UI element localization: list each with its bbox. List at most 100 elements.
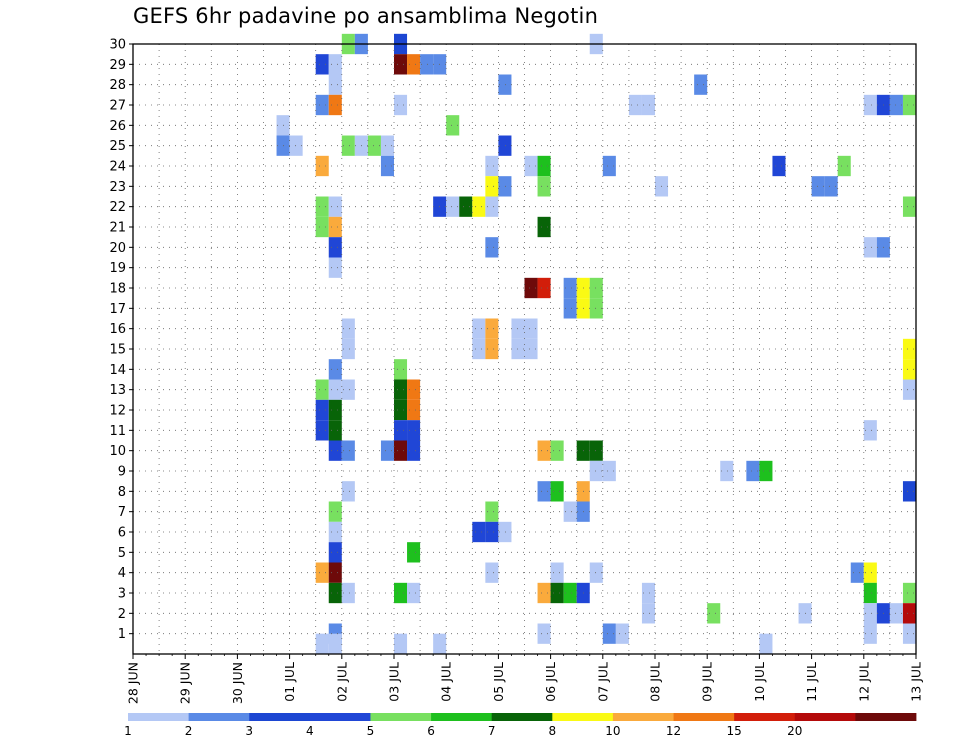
heatmap-cell xyxy=(550,562,564,583)
heatmap-cell xyxy=(563,298,577,319)
legend-level-label: 20 xyxy=(787,724,802,738)
heatmap-cell xyxy=(328,399,342,421)
legend-color-swatch xyxy=(188,713,250,721)
y-tick-label: 28 xyxy=(109,78,126,93)
legend-color-swatch xyxy=(309,713,371,721)
y-tick-label: 9 xyxy=(118,465,126,480)
heatmap-cell xyxy=(394,440,408,461)
heatmap-cell xyxy=(498,521,512,543)
y-tick-label: 6 xyxy=(118,526,126,541)
y-tick-label: 27 xyxy=(109,99,126,114)
x-tick-label: 04 JUL xyxy=(439,662,454,702)
heatmap-cell xyxy=(367,135,381,156)
heatmap-cell xyxy=(328,54,342,75)
heatmap-cell xyxy=(315,420,329,441)
chart-title: GEFS 6hr padavine po ansamblima Negotin xyxy=(133,4,599,28)
y-tick-label: 1 xyxy=(118,627,126,642)
heatmap-cell xyxy=(341,135,355,156)
y-tick-label: 10 xyxy=(109,444,126,459)
x-tick-label: 06 JUL xyxy=(543,662,558,702)
heatmap-cell xyxy=(485,155,499,177)
heatmap-cell xyxy=(589,460,603,482)
heatmap-cell xyxy=(902,603,916,624)
heatmap-cell xyxy=(394,420,408,441)
legend-level-label: 15 xyxy=(727,724,742,738)
heatmap-cell xyxy=(889,94,903,116)
heatmap-cell xyxy=(537,582,551,604)
x-tick-label: 01 JUL xyxy=(282,662,297,702)
color-legend: 1 2 3 4 5 6 7 8 10 12 15 20 xyxy=(124,713,917,738)
heatmap-cell xyxy=(902,359,916,380)
heatmap-cell xyxy=(537,440,551,461)
heatmap-cell xyxy=(589,440,603,461)
heatmap-cell xyxy=(315,94,329,116)
heatmap-cell xyxy=(524,277,538,299)
heatmap-cell xyxy=(328,196,342,217)
legend-level-label: 6 xyxy=(427,724,435,738)
heatmap-cell xyxy=(420,54,434,75)
y-tick-label: 30 xyxy=(109,38,126,53)
heatmap-cell xyxy=(563,582,577,604)
heatmap-cell xyxy=(328,379,342,400)
heatmap-cell xyxy=(759,460,773,482)
heatmap-cell xyxy=(315,562,329,583)
heatmap-cell xyxy=(824,176,838,197)
legend-level-label: 7 xyxy=(488,724,496,738)
heatmap-cell xyxy=(589,562,603,583)
y-tick-label: 5 xyxy=(118,546,126,561)
x-tick-label: 10 JUL xyxy=(752,662,767,702)
heatmap-cell xyxy=(394,582,408,604)
legend-color-swatch xyxy=(612,713,674,721)
heatmap-cell xyxy=(433,633,447,654)
heatmap-cell xyxy=(902,338,916,360)
x-tick-label: 09 JUL xyxy=(700,662,715,702)
y-axis: 1234567891011121314151617181920212223242… xyxy=(109,38,133,642)
legend-color-swatch xyxy=(794,713,856,721)
heatmap-cell xyxy=(550,582,564,604)
heatmap-cell xyxy=(472,338,486,360)
y-tick-label: 29 xyxy=(109,58,126,73)
y-tick-label: 24 xyxy=(109,160,126,175)
y-tick-label: 2 xyxy=(118,607,126,622)
heatmap-cell xyxy=(485,562,499,583)
heatmap-cell xyxy=(811,176,825,197)
x-tick-label: 12 JUL xyxy=(856,662,871,702)
heatmap-cell xyxy=(394,54,408,75)
legend-level-label: 2 xyxy=(185,724,193,738)
x-tick-label: 11 JUL xyxy=(804,662,819,702)
legend-level-label: 10 xyxy=(605,724,620,738)
y-tick-label: 22 xyxy=(109,200,126,215)
x-axis: 28 JUN 29 JUN 30 JUN 01 JUL 02 JUL 03 JUL 04 J… xyxy=(126,654,924,704)
heatmap-cell xyxy=(328,582,342,604)
heatmap-cell xyxy=(446,196,460,217)
heatmap-cell xyxy=(394,359,408,380)
heatmap-cell xyxy=(328,633,342,654)
heatmap-cell xyxy=(407,542,421,563)
heatmap-cell xyxy=(902,623,916,644)
legend-color-swatch xyxy=(370,713,432,721)
heatmap-cell xyxy=(615,623,629,644)
heatmap-cell xyxy=(863,582,877,604)
legend-level-label: 12 xyxy=(666,724,681,738)
heatmap-cell xyxy=(537,216,551,238)
heatmap-cell xyxy=(863,623,877,644)
heatmap-cell xyxy=(602,623,616,644)
x-tick-label: 07 JUL xyxy=(595,662,610,702)
legend-color-swatch xyxy=(734,713,796,721)
heatmap-cell xyxy=(315,633,329,654)
legend-level-label: 4 xyxy=(306,724,314,738)
heatmap-cell xyxy=(498,176,512,197)
heatmap-cell xyxy=(537,155,551,177)
y-tick-label: 4 xyxy=(118,566,126,581)
x-tick-label: 28 JUN xyxy=(126,662,141,704)
x-tick-label: 02 JUL xyxy=(334,662,349,702)
y-tick-label: 12 xyxy=(109,404,126,419)
heatmap-cell xyxy=(485,237,499,258)
legend-color-swatch xyxy=(491,713,553,721)
heatmap-cell xyxy=(863,237,877,258)
heatmap-cell xyxy=(707,603,721,624)
heatmap-cell xyxy=(394,379,408,400)
heatmap-cell xyxy=(641,582,655,604)
heatmap-cell xyxy=(394,633,408,654)
heatmap-cell xyxy=(902,196,916,217)
